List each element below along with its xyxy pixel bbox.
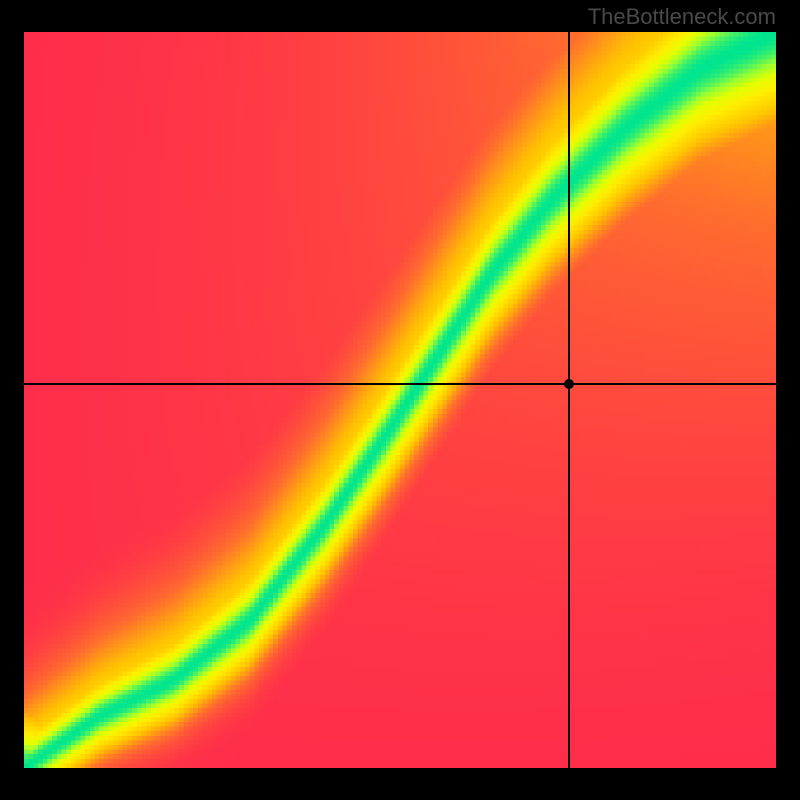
marker-dot [564,379,574,389]
watermark: TheBottleneck.com [588,4,776,30]
crosshair-vertical [568,32,570,768]
heatmap-canvas [24,32,776,768]
heatmap [24,32,776,768]
crosshair-horizontal [24,383,776,385]
